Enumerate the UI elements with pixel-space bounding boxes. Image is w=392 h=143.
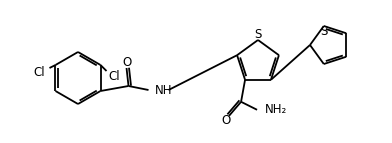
Text: NH: NH xyxy=(154,84,172,97)
Text: S: S xyxy=(254,28,262,41)
Text: Cl: Cl xyxy=(34,66,45,80)
Text: Cl: Cl xyxy=(109,70,120,84)
Text: NH₂: NH₂ xyxy=(265,103,287,116)
Text: S: S xyxy=(320,25,327,38)
Text: O: O xyxy=(122,55,131,68)
Text: O: O xyxy=(221,114,231,127)
